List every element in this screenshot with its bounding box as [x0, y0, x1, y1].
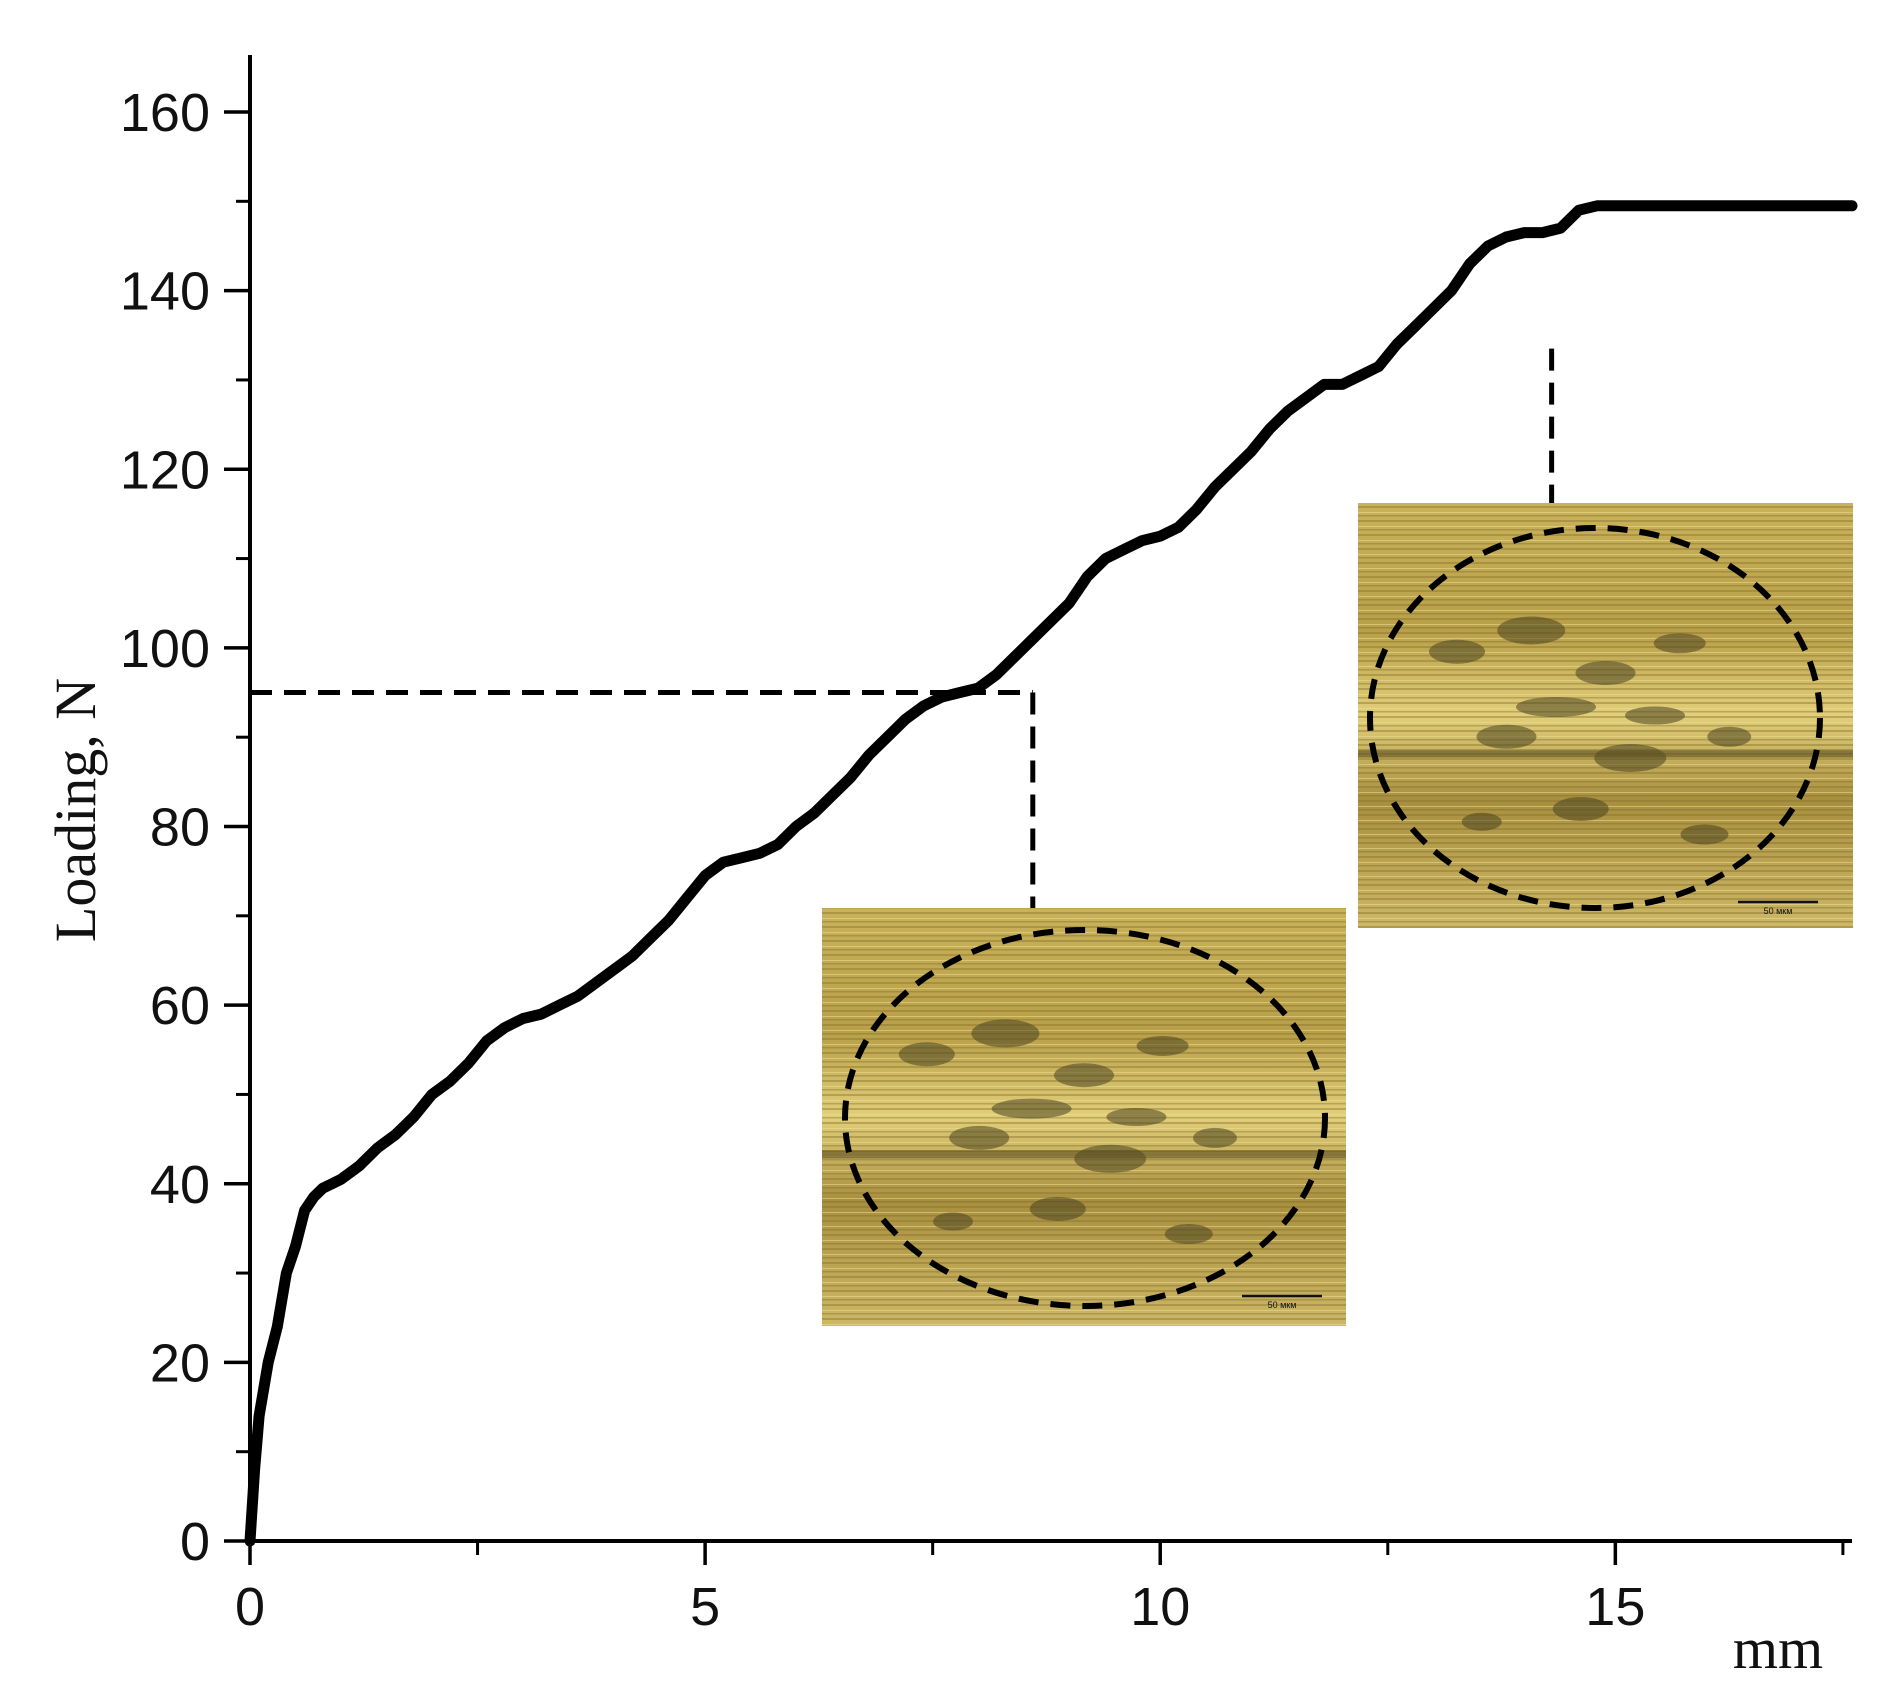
micrograph-inset: 50 мкм — [1358, 503, 1853, 928]
inset-streaks — [1358, 503, 1853, 928]
wear-spot — [1552, 797, 1609, 821]
wear-spot — [1625, 706, 1685, 725]
x-axis-title: mm — [1733, 1616, 1823, 1681]
wear-spot — [1074, 1144, 1147, 1173]
y-axis-title: Loading, N — [43, 678, 108, 942]
y-tick-label: 40 — [150, 1155, 210, 1215]
micrograph-insets: 50 мкм 50 мкм — [822, 503, 1853, 1326]
wear-groove — [822, 1150, 1346, 1159]
x-tick-label: 15 — [1585, 1577, 1645, 1637]
wear-spot — [949, 1125, 1010, 1150]
wear-spot — [1497, 616, 1566, 645]
y-tick-label: 80 — [150, 798, 210, 858]
scale-bar-label: 50 мкм — [1764, 906, 1793, 916]
wear-spot — [1516, 697, 1596, 717]
y-axis-ticks: 0 20 40 60 80 100 120 140 160 — [120, 83, 250, 1572]
plot-area: 50 мкм 50 мкм 0 20 40 60 80 100 120 140 160 0 5 10 1… — [43, 55, 1858, 1681]
wear-spot — [1476, 724, 1537, 749]
wear-spot — [1429, 639, 1485, 664]
wear-spot — [1164, 1224, 1213, 1245]
y-tick-label: 0 — [180, 1512, 210, 1572]
wear-spot — [898, 1042, 955, 1067]
wear-spot — [1054, 1063, 1114, 1088]
wear-spot — [1653, 633, 1706, 654]
wear-spot — [1029, 1196, 1086, 1221]
wear-groove — [1358, 749, 1853, 758]
highlight-ellipse — [842, 927, 1328, 1309]
highlight-ellipse — [1367, 525, 1823, 911]
y-tick-label: 160 — [120, 83, 210, 143]
wear-spot — [1461, 812, 1502, 831]
reference-lines — [250, 348, 1555, 908]
wear-spot — [971, 1019, 1040, 1048]
y-tick-label: 100 — [120, 619, 210, 679]
inset-streaks — [822, 908, 1346, 1326]
y-tick-label: 60 — [150, 976, 210, 1036]
y-tick-label: 120 — [120, 440, 210, 500]
scale-bar-label: 50 мкм — [1268, 1300, 1297, 1310]
y-tick-label: 20 — [150, 1333, 210, 1393]
wear-spot — [1594, 744, 1667, 772]
wear-spot — [1193, 1127, 1237, 1148]
x-tick-label: 5 — [690, 1577, 720, 1637]
wear-spot — [1136, 1035, 1189, 1056]
x-tick-label: 0 — [235, 1577, 265, 1637]
wear-spot — [933, 1212, 973, 1231]
x-axis-ticks: 0 5 10 15 — [235, 1541, 1845, 1637]
micrograph-inset: 50 мкм — [822, 908, 1346, 1326]
x-tick-label: 10 — [1130, 1577, 1190, 1637]
wear-spot — [1575, 661, 1636, 685]
wear-spot — [1680, 824, 1729, 845]
wear-spot — [1106, 1108, 1167, 1126]
series-line-loading — [244, 200, 1858, 1547]
wear-spot — [1707, 726, 1752, 747]
wear-spot — [991, 1098, 1072, 1119]
y-tick-label: 140 — [120, 262, 210, 322]
